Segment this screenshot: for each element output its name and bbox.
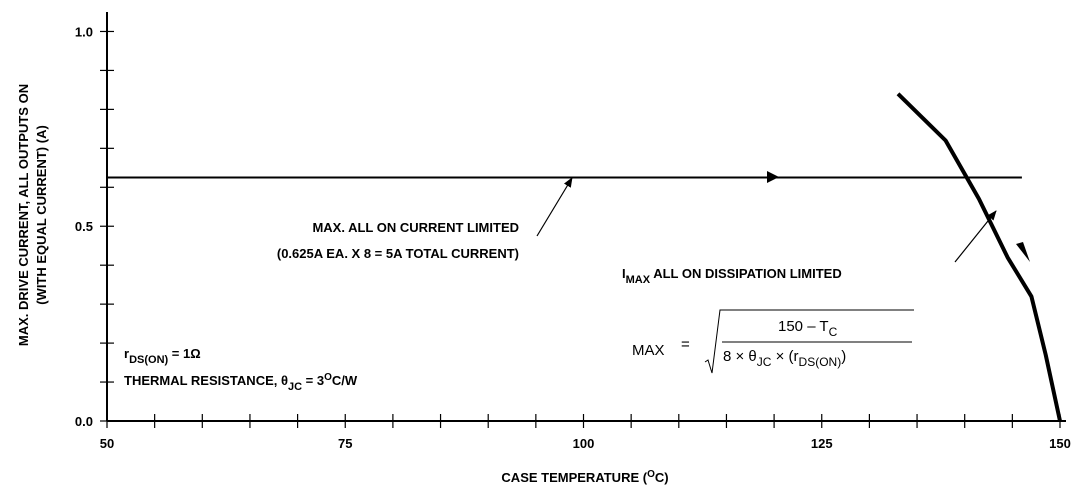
axis-ticks bbox=[100, 30, 1061, 428]
line-arrow-marker bbox=[767, 171, 779, 183]
axis-tick-labels: 50 75 100 125 150 0.0 0.5 1.0 bbox=[75, 24, 1071, 451]
formula-lhs: MAX bbox=[632, 342, 665, 359]
x-tick-label: 100 bbox=[573, 436, 595, 451]
dissipation-limit-label: IMAX ALL ON DISSIPATION LIMITED bbox=[622, 266, 842, 286]
x-tick-label: 50 bbox=[100, 436, 114, 451]
x-tick-label: 125 bbox=[811, 436, 833, 451]
curve-arrow-marker bbox=[1016, 242, 1030, 262]
dissipation-limit-leader-arrow bbox=[954, 210, 997, 263]
x-tick-label: 75 bbox=[338, 436, 352, 451]
current-limit-label-line1: MAX. ALL ON CURRENT LIMITED bbox=[312, 220, 519, 235]
formula-numerator: 150 – TC bbox=[778, 318, 838, 339]
y-axis-label-line1: MAX. DRIVE CURRENT, ALL OUTPUTS ON bbox=[16, 84, 31, 346]
rds-on-label: rDS(ON) = 1Ω bbox=[124, 346, 201, 366]
current-limit-leader-arrow bbox=[536, 177, 573, 237]
formula-denominator: 8 × θJC × (rDS(ON)) bbox=[723, 348, 846, 369]
x-tick-label: 150 bbox=[1049, 436, 1071, 451]
y-axis-label-line2: (WITH EQUAL CURRENT) (A) bbox=[34, 125, 49, 305]
y-tick-label: 0.0 bbox=[75, 414, 93, 429]
formula: MAX = 150 – TC 8 × θJC × (rDS(ON)) bbox=[632, 309, 914, 374]
thermal-resistance-label: THERMAL RESISTANCE, θJC = 3OC/W bbox=[124, 372, 358, 393]
formula-radical-sign bbox=[704, 309, 914, 374]
current-limit-label-line2: (0.625A EA. X 8 = 5A TOTAL CURRENT) bbox=[277, 246, 519, 261]
y-tick-label: 0.5 bbox=[75, 219, 93, 234]
series-dissipation-limit-curve bbox=[896, 92, 1062, 422]
formula-equals: = bbox=[681, 336, 690, 353]
y-tick-label: 1.0 bbox=[75, 24, 93, 39]
x-axis-label: CASE TEMPERATURE (OC) bbox=[501, 469, 668, 485]
